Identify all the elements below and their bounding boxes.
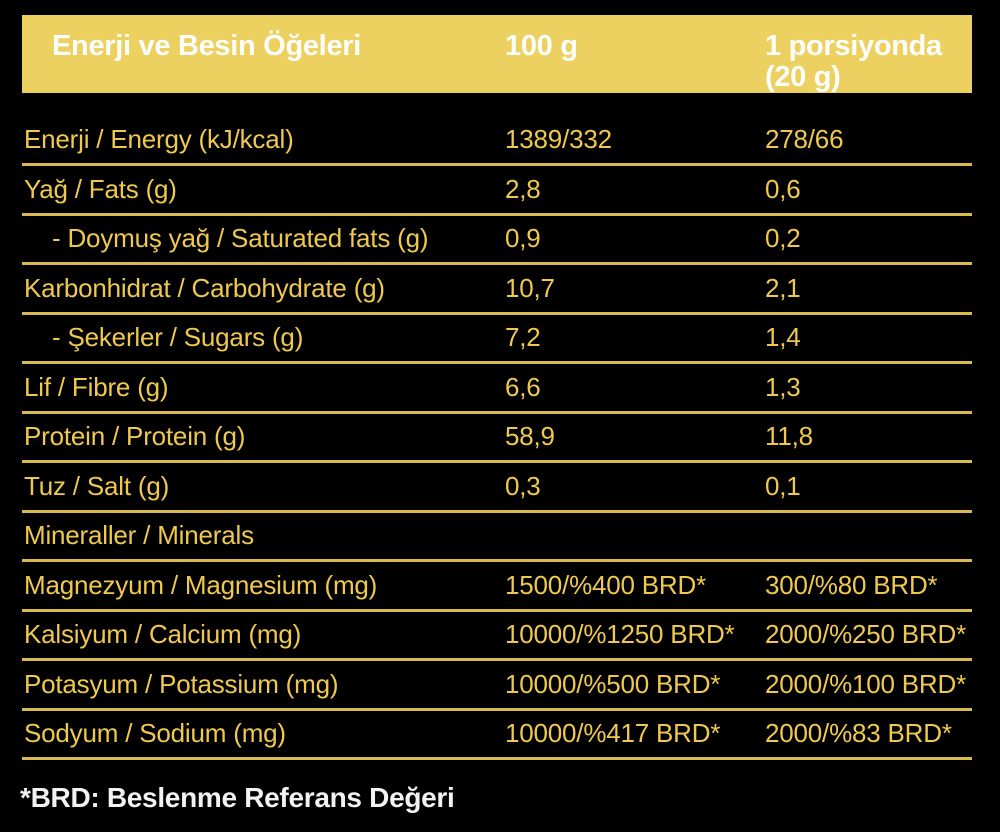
header-per-serving-column: 1 porsiyonda (20 g) [765,15,972,93]
row-per100-value: 2,8 [505,173,541,204]
row-label: Protein / Protein (g) [24,421,246,452]
row-serving-value: 278/66 [765,123,844,154]
row-serving-value: 1,3 [765,371,801,402]
row-per100-value: 0,3 [505,470,541,501]
table-row: - Doymuş yağ / Saturated fats (g) 0,9 0,… [22,216,972,265]
row-label: - Şekerler / Sugars (g) [52,322,304,353]
row-serving-value: 0,2 [765,223,801,254]
header-per-serving-line1: 1 porsiyonda [765,30,942,62]
table-row: Potasyum / Potassium (mg) 10000/%500 BRD… [22,661,972,711]
row-serving-value: 11,8 [765,421,813,452]
table-row: Lif / Fibre (g) 6,6 1,3 [22,364,972,414]
row-serving-value: 2000/%100 BRD* [765,668,966,699]
header-per-100g-column: 100 g [505,30,578,62]
table-row: Mineraller / Minerals [22,513,972,562]
row-per100-value: 58,9 [505,421,555,452]
row-serving-value: 1,4 [765,322,801,353]
row-serving-value: 300/%80 BRD* [765,569,938,600]
table-row: - Şekerler / Sugars (g) 7,2 1,4 [22,315,972,364]
table-header: Enerji ve Besin Öğeleri 100 g 1 porsiyon… [22,15,972,93]
table-row: Enerji / Energy (kJ/kcal) 1389/332 278/6… [22,93,972,166]
row-label: Yağ / Fats (g) [24,173,177,204]
row-serving-value: 2,1 [765,272,801,303]
row-label: Sodyum / Sodium (mg) [24,718,286,749]
row-per100-value: 1500/%400 BRD* [505,569,706,600]
table-row: Sodyum / Sodium (mg) 10000/%417 BRD* 200… [22,711,972,760]
header-per-serving-line2: (20 g) [765,61,841,93]
row-label: Karbonhidrat / Carbohydrate (g) [24,272,385,303]
row-label: Mineraller / Minerals [24,520,254,551]
table-row: Yağ / Fats (g) 2,8 0,6 [22,166,972,216]
table-row: Protein / Protein (g) 58,9 11,8 [22,414,972,463]
table-row: Kalsiyum / Calcium (mg) 10000/%1250 BRD*… [22,612,972,661]
row-label: Enerji / Energy (kJ/kcal) [24,123,294,154]
row-label: Magnezyum / Magnesium (mg) [24,569,378,600]
row-serving-value: 0,6 [765,173,801,204]
row-per100-value: 10000/%417 BRD* [505,718,721,749]
row-per100-value: 1389/332 [505,123,612,154]
table-row: Karbonhidrat / Carbohydrate (g) 10,7 2,1 [22,265,972,315]
table-row: Tuz / Salt (g) 0,3 0,1 [22,463,972,513]
row-per100-value: 0,9 [505,223,541,254]
row-label: Lif / Fibre (g) [24,371,169,402]
table-row: Magnezyum / Magnesium (mg) 1500/%400 BRD… [22,562,972,612]
row-per100-value: 10000/%500 BRD* [505,668,721,699]
row-label: Potasyum / Potassium (mg) [24,668,339,699]
footnote: *BRD: Beslenme Referans Değeri [20,782,455,813]
row-serving-value: 2000/%83 BRD* [765,718,952,749]
header-nutrient-column: Enerji ve Besin Öğeleri [52,30,362,62]
row-label: - Doymuş yağ / Saturated fats (g) [52,223,429,254]
row-per100-value: 6,6 [505,371,541,402]
row-per100-value: 7,2 [505,322,541,353]
row-per100-value: 10,7 [505,272,555,303]
row-label: Kalsiyum / Calcium (mg) [24,619,302,650]
row-serving-value: 2000/%250 BRD* [765,619,966,650]
row-label: Tuz / Salt (g) [24,470,170,501]
row-serving-value: 0,1 [765,470,801,501]
nutrition-table-body: Enerji / Energy (kJ/kcal) 1389/332 278/6… [22,93,972,760]
row-per100-value: 10000/%1250 BRD* [505,619,735,650]
